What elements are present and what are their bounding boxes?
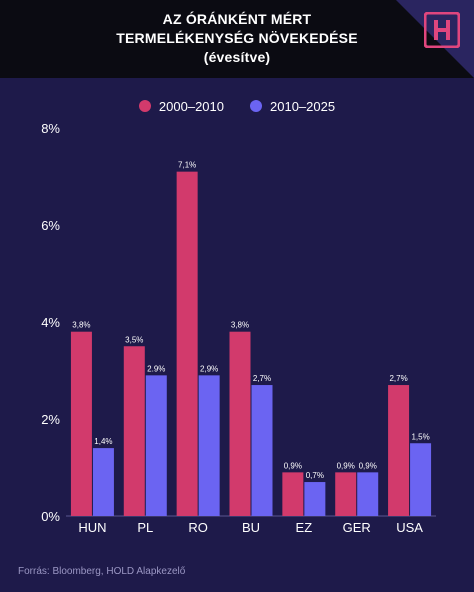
bar-ro-series-2 [198, 375, 220, 516]
data-label-ez-series-2: 0,7% [306, 471, 324, 480]
bar-ger-series-2 [357, 472, 379, 516]
legend-swatch-series-1 [138, 100, 151, 112]
data-label-hun-series-2: 1,4% [94, 437, 112, 446]
bar-bu-series-1 [229, 331, 251, 516]
data-label-ger-series-2: 0,9% [359, 461, 377, 470]
data-label-ger-series-1: 0,9% [337, 461, 355, 470]
x-tick-label: PL [137, 520, 153, 535]
y-tick-label: 4% [41, 315, 60, 330]
bar-ez-series-2 [304, 482, 326, 516]
bar-hun-series-1 [70, 331, 92, 516]
x-tick-label: RO [188, 520, 208, 535]
bar-ger-series-1 [335, 472, 357, 516]
x-tick-label: EZ [296, 520, 313, 535]
y-tick-label: 8% [41, 121, 60, 136]
bar-ro-series-1 [176, 171, 198, 516]
title-line-2: TERMELÉKENYSÉG NÖVEKEDÉSE [116, 30, 358, 46]
y-tick-label: 2% [41, 412, 60, 427]
data-label-usa-series-2: 1,5% [411, 432, 429, 441]
data-label-ro-series-1: 7,1% [178, 161, 196, 170]
x-tick-label: GER [343, 520, 371, 535]
legend-item-series-2: 2010–2025 [250, 96, 335, 116]
x-tick-label: BU [242, 520, 260, 535]
x-tick-label: HUN [78, 520, 106, 535]
y-tick-label: 0% [41, 509, 60, 524]
chart-title: AZ ÓRÁNKÉNT MÉRT TERMELÉKENYSÉG NÖVEKEDÉ… [60, 10, 414, 67]
y-tick-label: 6% [41, 218, 60, 233]
bar-pl-series-1 [123, 346, 145, 516]
chart-legend: 2000–2010 2010–2025 [0, 96, 474, 116]
bar-bu-series-2 [251, 385, 273, 516]
legend-label-series-1: 2000–2010 [158, 98, 224, 114]
data-label-pl-series-1: 3,5% [125, 335, 143, 344]
bar-usa-series-1 [388, 385, 410, 516]
x-tick-label: USA [396, 520, 423, 535]
h-logo-icon [424, 12, 460, 48]
bar-hun-series-2 [92, 448, 114, 516]
header-banner: AZ ÓRÁNKÉNT MÉRT TERMELÉKENYSÉG NÖVEKEDÉ… [0, 0, 474, 78]
legend-swatch-series-2 [250, 100, 262, 112]
title-line-1: AZ ÓRÁNKÉNT MÉRT [162, 11, 312, 27]
legend-item-series-1: 2000–2010 [138, 96, 224, 116]
data-label-usa-series-1: 2,7% [389, 374, 407, 383]
source-note: Forrás: Bloomberg, HOLD Alapkezelő [18, 566, 186, 577]
bar-pl-series-2 [145, 375, 167, 516]
data-label-ro-series-2: 2,9% [200, 364, 218, 373]
bar-ez-series-1 [282, 472, 304, 516]
data-label-bu-series-2: 2,7% [253, 374, 271, 383]
data-label-pl-series-2: 2.9% [147, 364, 165, 373]
title-line-3: (évesítve) [203, 49, 271, 65]
data-label-hun-series-1: 3,8% [72, 321, 90, 330]
data-label-bu-series-1: 3,8% [231, 321, 249, 330]
data-label-ez-series-1: 0,9% [284, 461, 302, 470]
legend-label-series-2: 2010–2025 [270, 98, 336, 114]
bar-usa-series-2 [410, 443, 432, 516]
